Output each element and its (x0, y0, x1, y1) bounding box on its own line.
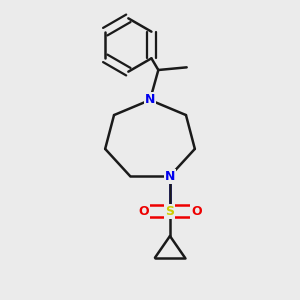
Text: N: N (145, 94, 155, 106)
Text: S: S (166, 205, 175, 218)
Text: O: O (138, 205, 148, 218)
Text: N: N (165, 169, 175, 182)
Text: O: O (191, 205, 202, 218)
